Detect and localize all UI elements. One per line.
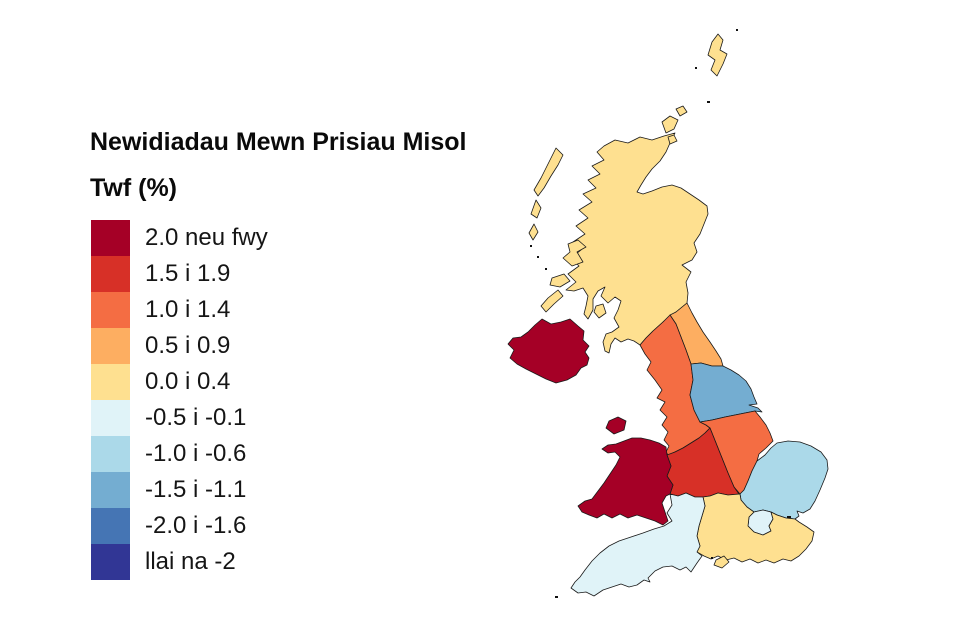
legend-swatch bbox=[91, 436, 130, 472]
island-uist bbox=[530, 199, 542, 219]
legend-label: -1.5 i -1.1 bbox=[145, 476, 247, 503]
legend-item: -0.5 i -0.1 bbox=[91, 400, 268, 436]
island-uist bbox=[528, 223, 539, 241]
legend-swatch bbox=[91, 544, 130, 580]
legend-label: 0.5 i 0.9 bbox=[145, 332, 231, 359]
legend-label: 1.0 i 1.4 bbox=[145, 296, 231, 323]
legend-label: llai na -2 bbox=[145, 548, 236, 575]
legend: 2.0 neu fwy 1.5 i 1.9 1.0 i 1.4 0.5 i 0.… bbox=[91, 220, 268, 580]
map-specks bbox=[530, 29, 791, 598]
legend-item: 1.5 i 1.9 bbox=[91, 256, 268, 292]
legend-label: 2.0 neu fwy bbox=[145, 224, 268, 251]
legend-label: -2.0 i -1.6 bbox=[145, 512, 247, 539]
island-arran bbox=[593, 303, 607, 319]
island-orkney bbox=[675, 105, 688, 117]
legend-title: Twf (%) bbox=[90, 174, 178, 202]
region-northern-ireland bbox=[507, 318, 590, 384]
region-wales bbox=[577, 437, 674, 526]
legend-swatch bbox=[91, 508, 130, 544]
island-skye bbox=[562, 239, 587, 267]
legend-item: 0.0 i 0.4 bbox=[91, 364, 268, 400]
legend-item: -2.0 i -1.6 bbox=[91, 508, 268, 544]
island-islay bbox=[540, 289, 564, 313]
page-title: Newidiadau Mewn Prisiau Misol bbox=[90, 128, 467, 156]
legend-swatch bbox=[91, 256, 130, 292]
legend-swatch bbox=[91, 364, 130, 400]
island-orkney bbox=[667, 134, 678, 145]
island-shetland bbox=[707, 33, 728, 77]
legend-label: -1.0 i -0.6 bbox=[145, 440, 247, 467]
legend-item: 1.0 i 1.4 bbox=[91, 292, 268, 328]
legend-item: llai na -2 bbox=[91, 544, 268, 580]
legend-label: -0.5 i -0.1 bbox=[145, 404, 247, 431]
legend-swatch bbox=[91, 292, 130, 328]
legend-label: 0.0 i 0.4 bbox=[145, 368, 231, 395]
legend-item: 0.5 i 0.9 bbox=[91, 328, 268, 364]
region-south-east-isle-of-wight bbox=[713, 555, 730, 569]
region-wales-anglesey bbox=[605, 416, 627, 435]
legend-swatch bbox=[91, 400, 130, 436]
region-yorkshire-and-the-humber bbox=[689, 362, 763, 423]
legend-item: -1.5 i -1.1 bbox=[91, 472, 268, 508]
legend-item: -1.0 i -0.6 bbox=[91, 436, 268, 472]
legend-item: 2.0 neu fwy bbox=[91, 220, 268, 256]
island-orkney bbox=[661, 115, 679, 134]
legend-swatch bbox=[91, 328, 130, 364]
island-mull bbox=[549, 273, 571, 288]
legend-swatch bbox=[91, 472, 130, 508]
region-scotland-islands bbox=[528, 33, 728, 319]
legend-swatch bbox=[91, 220, 130, 256]
legend-label: 1.5 i 1.9 bbox=[145, 260, 231, 287]
island-lewis bbox=[533, 147, 564, 197]
region-scotland bbox=[565, 132, 709, 354]
region-south-west bbox=[570, 492, 706, 597]
